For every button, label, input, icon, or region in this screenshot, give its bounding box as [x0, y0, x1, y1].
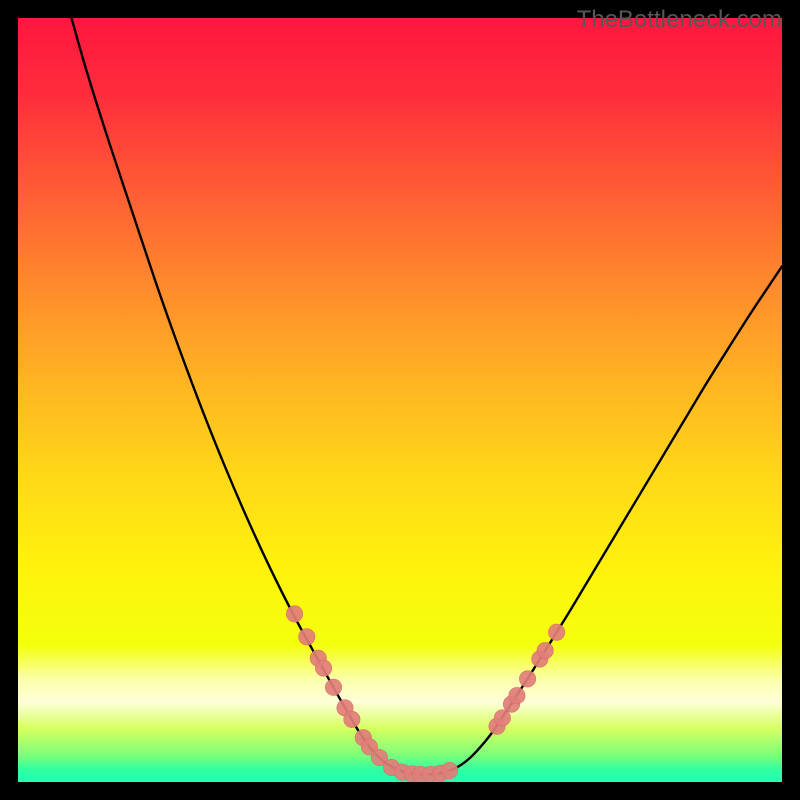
chart-background — [18, 18, 782, 782]
curve-marker — [519, 671, 535, 687]
curve-marker — [441, 762, 457, 778]
chart-frame: TheBottleneck.com — [0, 0, 800, 800]
curve-marker — [494, 710, 510, 726]
bottleneck-curve-chart — [18, 18, 782, 782]
curve-marker — [344, 711, 360, 727]
curve-marker — [537, 642, 553, 658]
curve-marker — [548, 624, 564, 640]
curve-marker — [286, 606, 302, 622]
curve-marker — [325, 679, 341, 695]
curve-marker — [315, 660, 331, 676]
watermark-text: TheBottleneck.com — [577, 6, 782, 34]
curve-marker — [299, 629, 315, 645]
curve-marker — [509, 687, 525, 703]
